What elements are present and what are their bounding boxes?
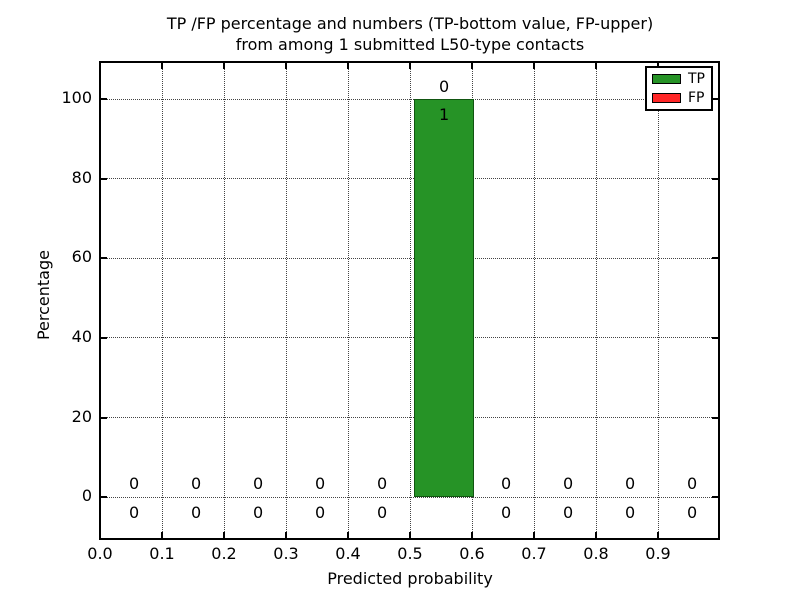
horizontal-gridline bbox=[101, 178, 718, 180]
tp-legend-label: TP bbox=[688, 71, 705, 88]
legend: TP FP bbox=[645, 66, 713, 111]
y-tick-mark bbox=[101, 496, 107, 499]
y-axis-label: Percentage bbox=[34, 250, 53, 341]
vertical-gridline bbox=[409, 63, 411, 538]
x-tick-mark bbox=[99, 532, 101, 538]
x-tick-mark bbox=[285, 532, 287, 538]
legend-entry-fp: FP bbox=[652, 91, 706, 105]
x-tick-mark-top bbox=[223, 63, 225, 69]
x-tick-label: 0.3 bbox=[273, 544, 299, 563]
fp-count-annotation: 0 bbox=[625, 474, 636, 494]
x-tick-mark bbox=[409, 532, 411, 538]
x-tick-label: 0.9 bbox=[645, 544, 671, 563]
y-tick-label: 20 bbox=[71, 406, 92, 426]
fp-legend-swatch bbox=[652, 92, 681, 103]
x-tick-label: 0.0 bbox=[87, 544, 113, 563]
x-tick-mark bbox=[223, 532, 225, 538]
fp-count-annotation: 0 bbox=[129, 474, 140, 494]
y-tick-label: 100 bbox=[61, 88, 92, 108]
legend-entry-tp: TP bbox=[652, 72, 706, 86]
x-tick-label: 0.8 bbox=[583, 544, 609, 563]
tp-count-annotation: 0 bbox=[129, 502, 140, 522]
x-tick-mark-top bbox=[161, 63, 163, 69]
chart-title-line2: from among 1 submitted L50-type contacts bbox=[235, 35, 585, 54]
x-tick-mark-top bbox=[533, 63, 535, 69]
tp-count-annotation: 0 bbox=[687, 502, 698, 522]
x-axis-label: Predicted probability bbox=[327, 569, 493, 588]
chart-title-line1: TP /FP percentage and numbers (TP-bottom… bbox=[166, 14, 654, 33]
x-tick-label: 0.4 bbox=[335, 544, 361, 563]
x-tick-mark-top bbox=[285, 63, 287, 69]
tp-legend-swatch bbox=[652, 74, 681, 85]
fp-count-annotation: 0 bbox=[687, 474, 698, 494]
x-tick-label: 0.6 bbox=[459, 544, 485, 563]
fp-count-annotation: 0 bbox=[191, 474, 202, 494]
y-tick-mark bbox=[101, 98, 107, 101]
vertical-gridline bbox=[347, 63, 349, 538]
y-tick-mark-right bbox=[712, 496, 718, 499]
y-tick-mark bbox=[101, 257, 107, 260]
tp-count-annotation: 0 bbox=[253, 502, 264, 522]
x-tick-label: 0.7 bbox=[521, 544, 547, 563]
x-tick-mark bbox=[471, 532, 473, 538]
x-tick-mark-top bbox=[471, 63, 473, 69]
horizontal-gridline bbox=[101, 496, 718, 498]
x-tick-label: 0.5 bbox=[397, 544, 423, 563]
tp-count-annotation: 0 bbox=[501, 502, 512, 522]
tp-count-annotation: 0 bbox=[377, 502, 388, 522]
y-tick-label: 40 bbox=[71, 326, 92, 346]
y-tick-mark-right bbox=[712, 336, 718, 339]
tp-bar bbox=[414, 99, 475, 498]
fp-count-annotation: 0 bbox=[253, 474, 264, 494]
fp-legend-label: FP bbox=[688, 89, 705, 106]
vertical-gridline bbox=[595, 63, 597, 538]
tp-count-annotation: 0 bbox=[191, 502, 202, 522]
horizontal-gridline bbox=[101, 98, 718, 100]
y-tick-mark-right bbox=[712, 416, 718, 419]
tp-count-annotation: 0 bbox=[563, 502, 574, 522]
horizontal-gridline bbox=[101, 417, 718, 419]
horizontal-gridline bbox=[101, 337, 718, 339]
fp-count-annotation: 0 bbox=[377, 474, 388, 494]
horizontal-gridline bbox=[101, 257, 718, 259]
x-tick-mark-top bbox=[347, 63, 349, 69]
x-tick-mark bbox=[533, 532, 535, 538]
y-tick-mark-right bbox=[712, 257, 718, 260]
y-tick-mark bbox=[101, 177, 107, 180]
y-tick-mark-right bbox=[712, 98, 718, 101]
x-tick-label: 0.2 bbox=[211, 544, 237, 563]
vertical-gridline bbox=[161, 63, 163, 538]
x-tick-mark-top bbox=[99, 63, 101, 69]
x-tick-mark bbox=[161, 532, 163, 538]
fp-count-annotation: 0 bbox=[315, 474, 326, 494]
fp-count-annotation: 0 bbox=[563, 474, 574, 494]
axes-frame bbox=[99, 61, 720, 540]
vertical-gridline bbox=[285, 63, 287, 538]
vertical-gridline bbox=[223, 63, 225, 538]
x-tick-mark-top bbox=[409, 63, 411, 69]
y-tick-label: 0 bbox=[81, 486, 92, 506]
y-tick-mark-right bbox=[712, 177, 718, 180]
x-tick-mark bbox=[595, 532, 597, 538]
tp-count-annotation: 0 bbox=[315, 502, 326, 522]
tp-count-annotation: 0 bbox=[625, 502, 636, 522]
tp-count-annotation: 1 bbox=[439, 105, 450, 125]
x-tick-label: 0.1 bbox=[149, 544, 175, 563]
y-tick-label: 80 bbox=[71, 167, 92, 187]
fp-count-annotation: 0 bbox=[501, 474, 512, 494]
fp-count-annotation: 0 bbox=[439, 76, 450, 96]
x-tick-mark bbox=[347, 532, 349, 538]
x-tick-mark-top bbox=[595, 63, 597, 69]
y-tick-mark bbox=[101, 416, 107, 419]
vertical-gridline bbox=[533, 63, 535, 538]
y-tick-label: 60 bbox=[71, 247, 92, 267]
chart-title: TP /FP percentage and numbers (TP-bottom… bbox=[10, 13, 800, 55]
y-tick-mark bbox=[101, 336, 107, 339]
x-tick-mark bbox=[657, 532, 659, 538]
vertical-gridline bbox=[657, 63, 659, 538]
